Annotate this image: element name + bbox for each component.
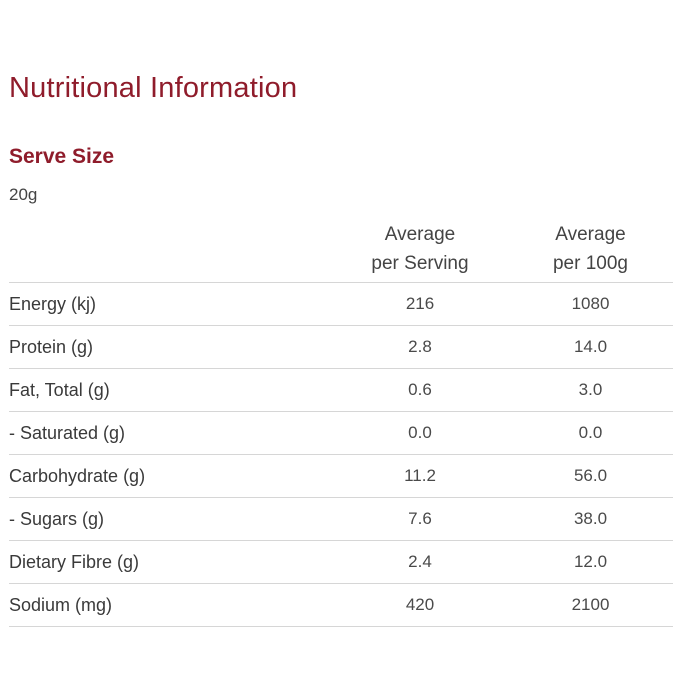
table-row: Protein (g) 2.8 14.0 — [9, 325, 673, 369]
per-100g-value: 38.0 — [508, 497, 673, 541]
table-header-row: Average per Serving Average per 100g — [9, 216, 673, 283]
header-per-serving-line-1: Average — [384, 224, 456, 245]
per-100g-value: 56.0 — [508, 454, 673, 498]
nutrient-name: - Sugars (g) — [9, 497, 332, 541]
header-per-serving: Average per Serving — [332, 216, 508, 283]
per-100g-value: 0.0 — [508, 411, 673, 455]
nutrient-name: Protein (g) — [9, 325, 332, 369]
nutrition-table: Average per Serving Average per 100g Ene… — [9, 216, 673, 627]
per-serving-value: 420 — [332, 583, 508, 627]
nutrient-name: Sodium (mg) — [9, 583, 332, 627]
header-per-100g-line-2: per 100g — [552, 253, 628, 274]
header-per-100g-line-1: Average — [555, 224, 626, 245]
per-serving-value: 0.0 — [332, 411, 508, 455]
table-row: Sodium (mg) 420 2100 — [9, 583, 673, 627]
serve-size-value: 20g — [9, 185, 38, 204]
nutrient-name: Dietary Fibre (g) — [9, 540, 332, 584]
nutrient-name: Energy (kj) — [9, 282, 332, 326]
table-row: - Saturated (g) 0.0 0.0 — [9, 411, 673, 455]
per-serving-value: 2.8 — [332, 325, 508, 369]
header-per-serving-line-2: per Serving — [371, 253, 469, 274]
table-row: Carbohydrate (g) 11.2 56.0 — [9, 454, 673, 498]
per-100g-value: 1080 — [508, 282, 673, 326]
per-100g-value: 3.0 — [508, 368, 673, 412]
per-serving-value: 0.6 — [332, 368, 508, 412]
table-row: Energy (kj) 216 1080 — [9, 282, 673, 326]
serve-size-heading: Serve Size — [9, 145, 115, 168]
header-nutrient — [9, 216, 332, 283]
per-serving-value: 216 — [332, 282, 508, 326]
nutrient-name: Fat, Total (g) — [9, 368, 332, 412]
per-100g-value: 14.0 — [508, 325, 673, 369]
per-serving-value: 7.6 — [332, 497, 508, 541]
header-per-100g: Average per 100g — [508, 216, 673, 283]
per-serving-value: 11.2 — [332, 454, 508, 498]
per-100g-value: 2100 — [508, 583, 673, 627]
per-100g-value: 12.0 — [508, 540, 673, 584]
nutrient-name: Carbohydrate (g) — [9, 454, 332, 498]
table-row: Fat, Total (g) 0.6 3.0 — [9, 368, 673, 412]
page-title: Nutritional Information — [9, 72, 298, 104]
nutrient-name: - Saturated (g) — [9, 411, 332, 455]
per-serving-value: 2.4 — [332, 540, 508, 584]
table-row: Dietary Fibre (g) 2.4 12.0 — [9, 540, 673, 584]
table-row: - Sugars (g) 7.6 38.0 — [9, 497, 673, 541]
